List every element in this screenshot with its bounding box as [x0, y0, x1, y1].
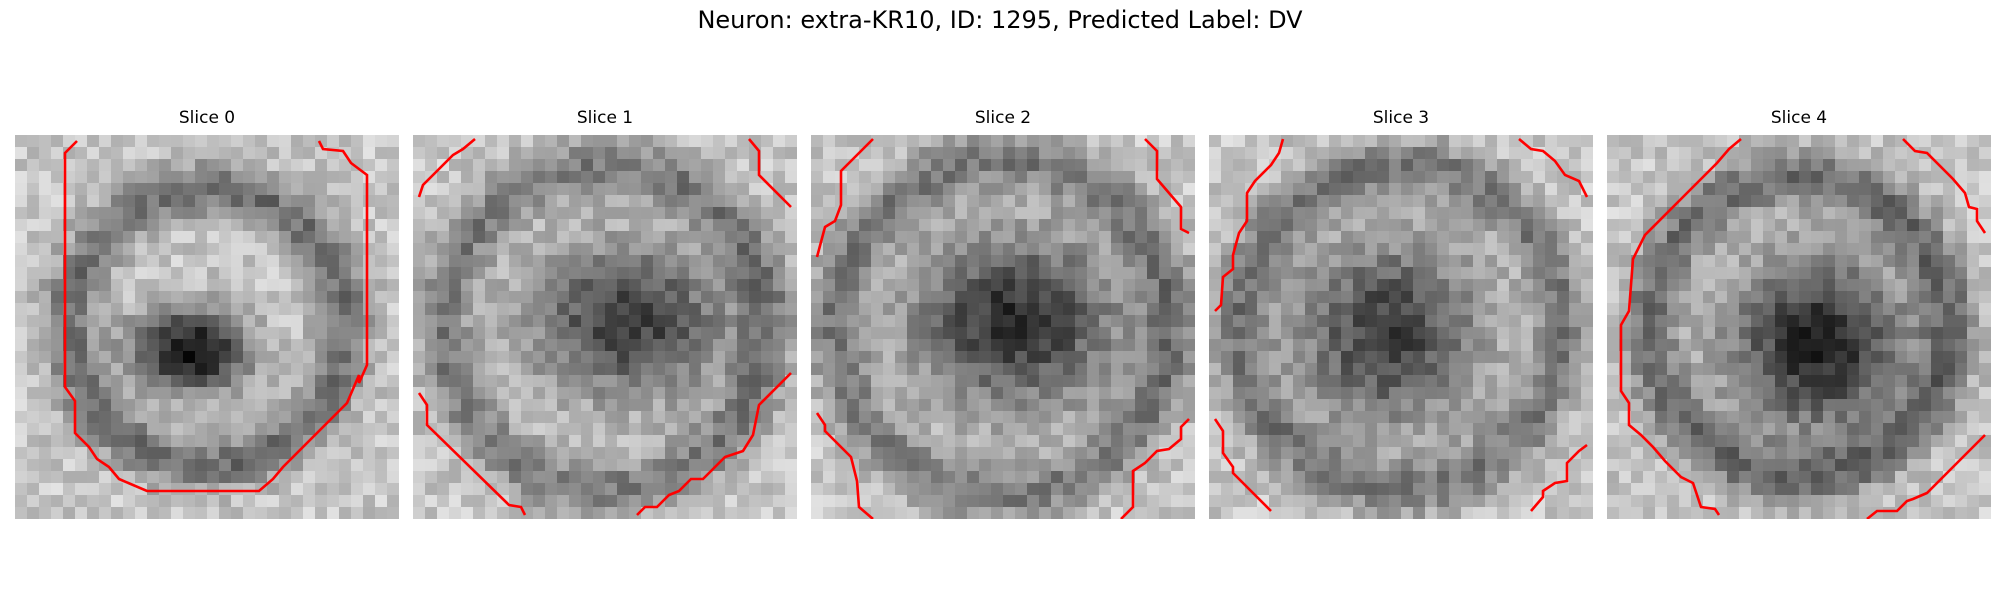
contour-line-3d [1530, 443, 1588, 512]
slice-title-3: Slice 3 [1372, 108, 1430, 128]
slice-image-3 [1209, 135, 1593, 519]
contour-line-4c [1866, 434, 1986, 519]
contour-line-1c [417, 392, 527, 516]
slice-title-1: Slice 1 [576, 108, 634, 128]
contour-line-3a [1214, 138, 1285, 312]
contour-line-1d [636, 372, 792, 516]
contour-line-4a [1619, 138, 1742, 516]
contour-line-1a [417, 138, 476, 198]
slice-image-1 [413, 135, 797, 519]
slice-title-0: Slice 0 [178, 108, 236, 128]
contour-line-2a [815, 138, 874, 258]
figure-title: Neuron: extra-KR10, ID: 1295, Predicted … [697, 6, 1303, 34]
slice-image-2 [811, 135, 1195, 519]
contour-line-3c [1213, 418, 1272, 512]
slice-image-4 [1607, 135, 1991, 519]
slice-title-4: Slice 4 [1770, 108, 1828, 128]
slice-title-2: Slice 2 [974, 108, 1032, 128]
contour-line-2b [1144, 138, 1190, 235]
contour-line-2c [815, 412, 874, 519]
contour-line-2d [1120, 418, 1190, 519]
contour-line-4b [1902, 138, 1987, 234]
contour-line-1b [748, 138, 792, 208]
contour-line-3b [1518, 138, 1589, 198]
contour-line-0a [63, 140, 369, 493]
slice-image-0 [15, 135, 399, 519]
